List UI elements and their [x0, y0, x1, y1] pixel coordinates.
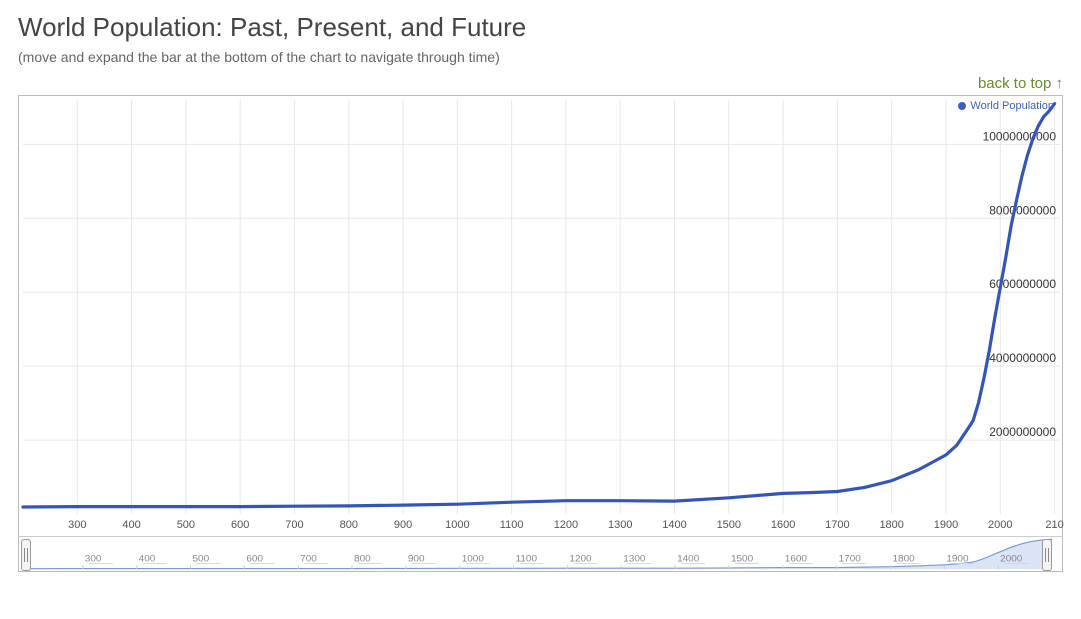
svg-text:2000000000: 2000000000: [989, 425, 1056, 439]
svg-text:500: 500: [193, 554, 210, 565]
chart-legend: World Population: [958, 100, 1054, 112]
svg-text:900: 900: [408, 554, 425, 565]
svg-text:1800: 1800: [879, 519, 903, 531]
page-title: World Population: Past, Present, and Fut…: [18, 12, 1063, 43]
svg-text:700: 700: [285, 519, 303, 531]
chart-navigator[interactable]: 300 400 500 600 700 800 900 1000 1100 1200 1300 140…: [18, 536, 1063, 572]
svg-text:1200: 1200: [569, 554, 592, 565]
svg-text:1400: 1400: [677, 554, 700, 565]
svg-text:300: 300: [85, 554, 102, 565]
svg-text:10000000000: 10000000000: [983, 129, 1057, 143]
legend-marker-icon: [958, 102, 966, 110]
svg-text:1500: 1500: [717, 519, 741, 531]
svg-text:600: 600: [231, 519, 249, 531]
svg-text:1700: 1700: [839, 554, 862, 565]
legend-label: World Population: [970, 100, 1054, 112]
svg-text:700: 700: [300, 554, 317, 565]
svg-text:400: 400: [122, 519, 140, 531]
svg-text:8000000000: 8000000000: [989, 203, 1056, 217]
svg-text:1000: 1000: [445, 519, 469, 531]
svg-text:1900: 1900: [946, 554, 969, 565]
svg-text:600: 600: [246, 554, 263, 565]
svg-text:800: 800: [340, 519, 358, 531]
svg-text:2000: 2000: [988, 519, 1012, 531]
svg-text:1300: 1300: [608, 519, 632, 531]
svg-text:1200: 1200: [554, 519, 578, 531]
svg-text:210: 210: [1045, 519, 1063, 531]
svg-text:1300: 1300: [623, 554, 646, 565]
svg-text:800: 800: [354, 554, 371, 565]
svg-text:1100: 1100: [516, 554, 538, 565]
svg-text:1900: 1900: [934, 519, 958, 531]
navigator-svg: 300 400 500 600 700 800 900 1000 1100 1200 1300 140…: [19, 537, 1062, 571]
svg-text:1800: 1800: [892, 554, 915, 565]
svg-text:1700: 1700: [825, 519, 849, 531]
navigator-handle-left[interactable]: [21, 539, 31, 571]
back-to-top-link[interactable]: back to top ↑: [978, 75, 1063, 92]
svg-text:900: 900: [394, 519, 412, 531]
svg-text:400: 400: [139, 554, 156, 565]
svg-text:1100: 1100: [500, 519, 524, 531]
page-subtitle: (move and expand the bar at the bottom o…: [18, 49, 1063, 65]
svg-text:1600: 1600: [785, 554, 808, 565]
svg-text:1600: 1600: [771, 519, 795, 531]
svg-text:1400: 1400: [662, 519, 686, 531]
svg-text:300: 300: [68, 519, 86, 531]
svg-text:500: 500: [177, 519, 195, 531]
navigator-handle-right[interactable]: [1042, 539, 1052, 571]
svg-text:1000: 1000: [462, 554, 485, 565]
chart-svg: 300 400 500 600 700 800 900 1000 1100 1200 1300 140…: [19, 96, 1064, 536]
svg-text:2000: 2000: [1000, 554, 1023, 565]
svg-text:1500: 1500: [731, 554, 754, 565]
svg-text:4000000000: 4000000000: [989, 351, 1056, 365]
population-chart[interactable]: World Population 300 400 500 600 700 800 900 10…: [18, 95, 1063, 536]
